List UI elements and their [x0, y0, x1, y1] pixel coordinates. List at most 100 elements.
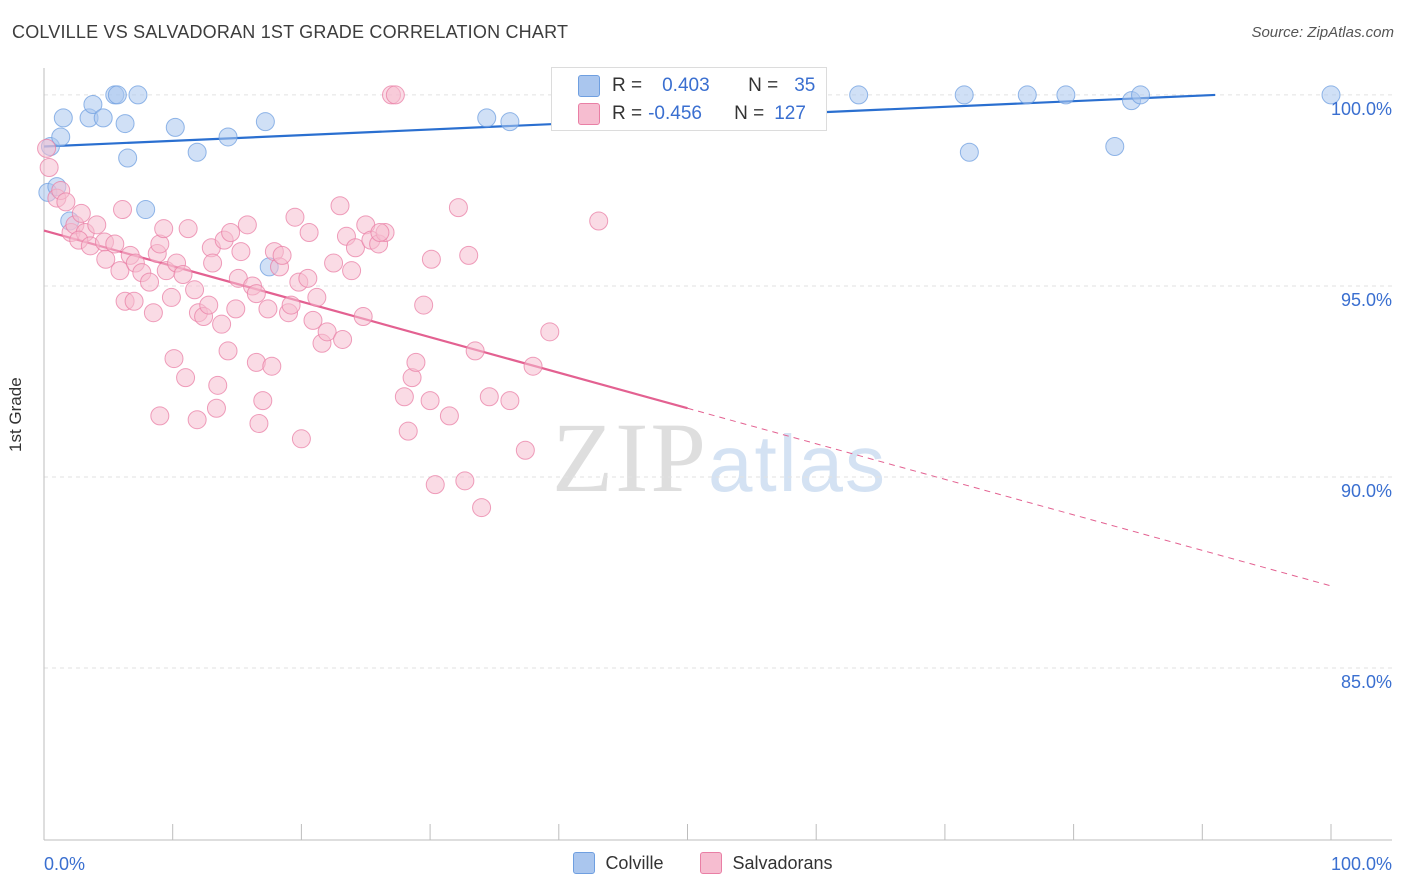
- salvadoran-point: [342, 261, 362, 281]
- salvadoran-point: [299, 222, 319, 242]
- salvadoran-point: [345, 238, 365, 258]
- salvadoran-point: [221, 222, 241, 242]
- salvadoran-point: [39, 158, 59, 178]
- salvadoran-point: [385, 85, 405, 105]
- salvadoran-point: [246, 284, 266, 304]
- stats-row-colville: R = 0.403 N = 35: [552, 72, 815, 100]
- salvadoran-point: [262, 356, 282, 376]
- colville-point: [1321, 85, 1341, 105]
- watermark-atlas: atlas: [708, 419, 887, 508]
- salvadoran-point: [479, 387, 499, 407]
- colville-point: [500, 112, 520, 132]
- salvadoran-point: [124, 291, 144, 311]
- salvadoran-point: [226, 299, 246, 319]
- legend-item-salvadorans: Salvadorans: [700, 852, 833, 874]
- salvadoran-point: [71, 203, 91, 223]
- salvadoran-point: [113, 200, 133, 220]
- salvadoran-point: [164, 349, 184, 369]
- salvadoran-point: [291, 429, 311, 449]
- salvadoran-point: [439, 406, 459, 426]
- colville-point: [51, 127, 71, 147]
- y-tick-label: 95.0%: [1341, 290, 1392, 310]
- salvadoran-point: [56, 192, 76, 212]
- tick-labels: 85.0% 90.0% 95.0% 100.0% 0.0% 100.0%: [44, 99, 1392, 874]
- salvadoran-point: [540, 322, 560, 342]
- salvadoran-point: [150, 406, 170, 426]
- salvadoran-point: [330, 196, 350, 216]
- colville-point: [107, 85, 127, 105]
- salvadorans-n-label: N =: [734, 103, 765, 124]
- salvadoran-point: [105, 234, 125, 254]
- colville-point: [1105, 137, 1125, 157]
- salvadoran-point: [307, 287, 327, 307]
- salvadoran-point: [589, 211, 609, 231]
- colville-point: [128, 85, 148, 105]
- salvadoran-point: [448, 198, 468, 218]
- colville-swatch: [578, 75, 600, 97]
- legend-item-colville: Colville: [573, 852, 663, 874]
- salvadoran-point: [398, 421, 418, 441]
- watermark-zip: ZIP: [552, 402, 708, 513]
- y-axis-label: 1st Grade: [6, 377, 25, 452]
- salvadoran-point: [185, 280, 205, 300]
- salvadoran-point: [143, 303, 163, 323]
- stats-row-salvadorans: R = -0.456 N = 127: [552, 100, 806, 128]
- salvadoran-point: [110, 261, 130, 281]
- salvadoran-point: [178, 219, 198, 239]
- salvadoran-point: [161, 287, 181, 307]
- salvadoran-point: [37, 138, 57, 158]
- salvadoran-point: [455, 471, 475, 491]
- chart-title: COLVILLE VS SALVADORAN 1ST GRADE CORRELA…: [12, 22, 569, 42]
- salvadoran-point: [421, 249, 441, 269]
- salvadoran-point: [140, 272, 160, 292]
- legend-label-salvadorans: Salvadorans: [732, 852, 833, 873]
- y-tick-label: 90.0%: [1341, 481, 1392, 501]
- legend-swatch-salvadorans: [700, 852, 723, 874]
- salvadoran-point: [394, 387, 414, 407]
- salvadorans-swatch: [578, 103, 600, 125]
- y-tick-label: 85.0%: [1341, 672, 1392, 692]
- colville-r-value: 0.403: [662, 75, 710, 96]
- gridlines: [44, 94, 1392, 669]
- colville-n-value: 35: [794, 75, 816, 96]
- colville-point: [218, 127, 238, 147]
- salvadoran-point: [96, 249, 116, 269]
- salvadoran-point: [333, 329, 353, 349]
- salvadoran-trend-extension: [687, 407, 1332, 587]
- salvadoran-point: [523, 356, 543, 376]
- salvadoran-point: [281, 295, 301, 315]
- colville-point: [255, 112, 275, 132]
- colville-r-label: R =: [612, 75, 643, 96]
- salvadorans-r-value: -0.456: [648, 103, 702, 124]
- legend-swatch-colville: [573, 852, 596, 874]
- salvadoran-point: [87, 215, 107, 235]
- colville-point: [118, 148, 138, 168]
- colville-n-label: N =: [748, 75, 779, 96]
- colville-point: [477, 108, 497, 128]
- trend-lines: [43, 93, 1332, 587]
- salvadoran-point: [298, 268, 318, 288]
- watermark: ZIPatlas: [552, 400, 887, 515]
- salvadoran-point: [231, 242, 251, 262]
- salvadoran-point: [206, 398, 226, 418]
- x-tick-label-max: 100.0%: [1331, 854, 1392, 874]
- salvadoran-point: [272, 245, 292, 265]
- salvadoran-point: [176, 368, 196, 388]
- salvadorans-n-value: 127: [774, 103, 806, 124]
- salvadoran-point: [414, 295, 434, 315]
- salvadoran-point: [249, 414, 269, 434]
- legend-label-colville: Colville: [605, 852, 664, 873]
- y-tick-label: 100.0%: [1331, 99, 1392, 119]
- colville-point: [115, 114, 135, 134]
- salvadoran-point: [237, 215, 257, 235]
- salvadoran-point: [187, 410, 207, 430]
- salvadoran-point: [258, 299, 278, 319]
- series-legend: Colville Salvadorans: [0, 852, 1406, 879]
- salvadoran-point: [425, 475, 445, 495]
- x-tick-label-min: 0.0%: [44, 854, 85, 874]
- salvadoran-point: [218, 341, 238, 361]
- salvadoran-point: [420, 391, 440, 411]
- salvadoran-point: [500, 391, 520, 411]
- salvadoran-point: [459, 245, 479, 265]
- colville-point: [1017, 85, 1037, 105]
